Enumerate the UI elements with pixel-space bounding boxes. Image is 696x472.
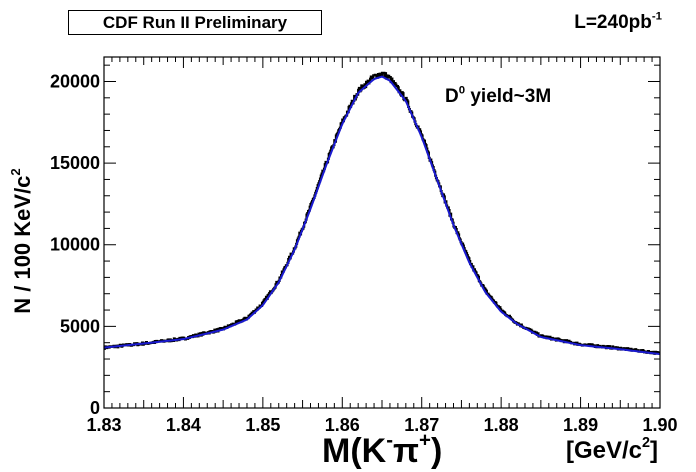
y-tick-label: 15000 xyxy=(50,153,100,173)
luminosity-exponent: -1 xyxy=(651,10,662,23)
y-axis-label-sup: 2 xyxy=(8,168,24,176)
yield-prefix: D xyxy=(445,86,459,107)
x-axis-label-main: M(K xyxy=(322,432,387,470)
x-tick-label: 1.83 xyxy=(86,415,121,435)
x-axis-unit-close: ] xyxy=(650,437,659,464)
x-axis-label-sup2: + xyxy=(419,429,431,452)
x-tick-label: 1.88 xyxy=(484,415,519,435)
y-axis-label-main: N / 100 KeV/c xyxy=(10,175,35,314)
x-axis-label-sup1: - xyxy=(386,429,393,452)
x-tick-label: 1.84 xyxy=(166,415,201,435)
x-axis-label: M(K-π+) xyxy=(322,429,443,471)
x-axis-label-close: ) xyxy=(430,432,443,470)
series-fit-curve xyxy=(103,75,661,356)
x-tick-label: 1.90 xyxy=(642,415,677,435)
x-axis-unit-open: [GeV/c xyxy=(566,437,643,464)
x-tick-label: 1.87 xyxy=(404,415,439,435)
y-axis-label: N / 100 KeV/c2 xyxy=(8,168,36,314)
yield-annotation: D0 yield~3M xyxy=(445,84,552,108)
y-tick-label: 20000 xyxy=(50,71,100,91)
y-tick-label: 10000 xyxy=(50,235,100,255)
x-tick-label: 1.89 xyxy=(563,415,598,435)
x-tick-label: 1.85 xyxy=(245,415,280,435)
x-axis-label-pi: π xyxy=(393,432,420,470)
yield-superscript: 0 xyxy=(458,84,466,97)
x-axis-unit: [GeV/c2] xyxy=(566,435,659,465)
y-tick-label: 5000 xyxy=(60,316,100,336)
plot-frame xyxy=(103,56,661,409)
luminosity-text: L=240pb xyxy=(574,12,652,33)
y-tick-label: 0 xyxy=(90,398,100,418)
luminosity-label: L=240pb-1 xyxy=(574,10,662,34)
series-data-histogram xyxy=(103,71,661,355)
chart-title: CDF Run II Preliminary xyxy=(68,10,322,35)
x-tick-label: 1.86 xyxy=(325,415,360,435)
x-axis-unit-sup: 2 xyxy=(642,435,651,452)
yield-suffix: yield~3M xyxy=(465,86,552,107)
